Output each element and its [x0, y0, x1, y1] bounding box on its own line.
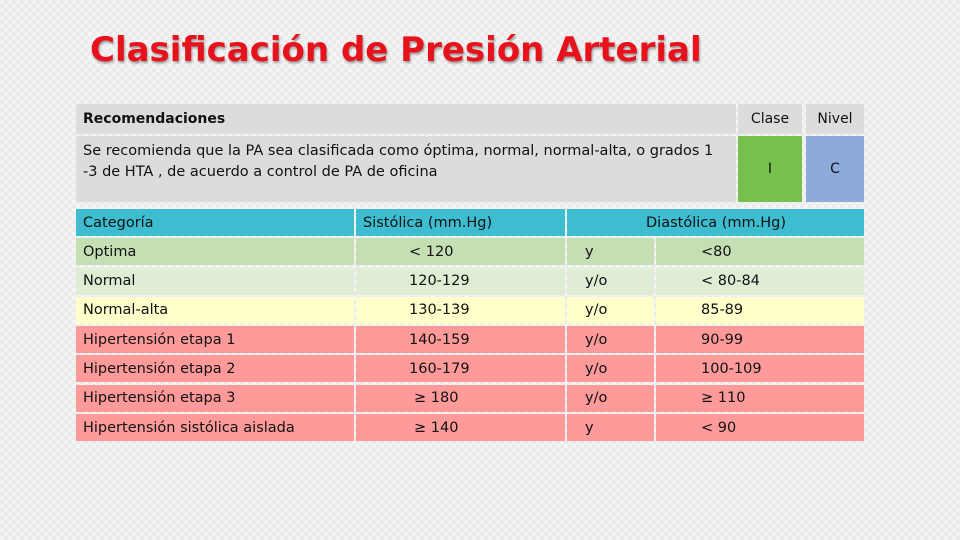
table-row-normal: Normal 120-129 y/o < 80-84	[76, 267, 864, 295]
clase-value: I	[738, 136, 802, 202]
connector-header	[567, 209, 654, 236]
recommendation-table: Recomendaciones Clase Nivel Se recomiend…	[76, 104, 864, 202]
sistolica-header: Sistólica (mm.Hg)	[356, 209, 565, 236]
nivel-header: Nivel	[806, 104, 864, 134]
systolic-cell: 160-179	[356, 355, 565, 383]
category-cell: Hipertensión etapa 2	[76, 355, 354, 383]
diastolic-cell: 85-89	[656, 296, 864, 324]
systolic-cell: 120-129	[356, 267, 565, 295]
diastolic-cell: 90-99	[656, 326, 864, 354]
clase-header: Clase	[738, 104, 802, 134]
recomendaciones-header: Recomendaciones	[76, 104, 736, 134]
connector-cell: y/o	[567, 355, 654, 383]
table-row-hta-2: Hipertensión etapa 2 160-179 y/o 100-109	[76, 355, 864, 383]
category-cell: Hipertensión sistólica aislada	[76, 414, 354, 442]
diastolic-cell: < 80-84	[656, 267, 864, 295]
systolic-cell: ≥ 140	[356, 414, 565, 442]
table-row-hta-3: Hipertensión etapa 3 ≥ 180 y/o ≥ 110	[76, 384, 864, 412]
recommendation-row: Se recomienda que la PA sea clasificada …	[76, 136, 864, 202]
table-row-normal-alta: Normal-alta 130-139 y/o 85-89	[76, 296, 864, 324]
systolic-cell: 130-139	[356, 296, 565, 324]
category-cell: Normal-alta	[76, 296, 354, 324]
page-title: Clasificación de Presión Arterial	[90, 30, 702, 70]
diastolic-cell: ≥ 110	[656, 384, 864, 412]
categoria-header: Categoría	[76, 209, 354, 236]
table-row-optima: Optima < 120 y <80	[76, 238, 864, 266]
recommendation-header-row: Recomendaciones Clase Nivel	[76, 104, 864, 134]
category-cell: Optima	[76, 238, 354, 266]
systolic-cell: ≥ 180	[356, 384, 565, 412]
recommendation-text: Se recomienda que la PA sea clasificada …	[76, 136, 736, 202]
diastolic-cell: <80	[656, 238, 864, 266]
table-row-hsa: Hipertensión sistólica aislada ≥ 140 y <…	[76, 414, 864, 442]
connector-cell: y/o	[567, 384, 654, 412]
category-cell: Normal	[76, 267, 354, 295]
category-cell: Hipertensión etapa 3	[76, 384, 354, 412]
connector-cell: y	[567, 414, 654, 442]
category-cell: Hipertensión etapa 1	[76, 326, 354, 354]
diastolic-cell: < 90	[656, 414, 864, 442]
classification-header-row: Categoría Sistólica (mm.Hg) Diastólica (…	[76, 209, 864, 236]
nivel-value: C	[806, 136, 864, 202]
connector-cell: y/o	[567, 326, 654, 354]
table-row-hta-1: Hipertensión etapa 1 140-159 y/o 90-99	[76, 326, 864, 354]
systolic-cell: < 120	[356, 238, 565, 266]
connector-cell: y/o	[567, 296, 654, 324]
systolic-cell: 140-159	[356, 326, 565, 354]
diastolic-cell: 100-109	[656, 355, 864, 383]
diastolica-header: Diastólica (mm.Hg)	[646, 209, 864, 236]
connector-cell: y/o	[567, 267, 654, 295]
classification-table: Categoría Sistólica (mm.Hg) Diastólica (…	[76, 209, 864, 443]
connector-cell: y	[567, 238, 654, 266]
